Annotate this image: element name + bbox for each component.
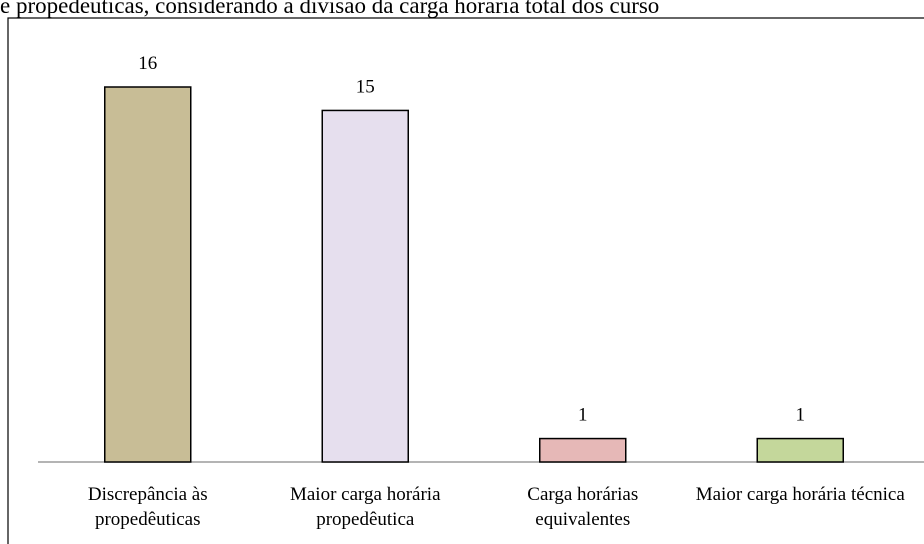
bar	[104, 86, 192, 463]
chart-frame	[7, 17, 924, 544]
data-label: 1	[796, 405, 806, 426]
bar	[539, 437, 627, 463]
chart-title: e propedêuticas, considerando a divisão …	[0, 0, 659, 18]
data-label: 15	[356, 76, 375, 97]
bar	[756, 437, 844, 463]
bar	[321, 109, 409, 463]
x-tick-label: Maior carga horária propedêutica	[289, 484, 441, 530]
data-label: 1	[578, 405, 588, 426]
x-tick-label: Maior carga horária técnica	[695, 484, 905, 505]
data-label: 16	[138, 53, 157, 74]
x-tick-label: Discrepância às propedêuticas	[87, 484, 208, 530]
x-tick-label: Carga horárias equivalentes	[527, 484, 639, 530]
